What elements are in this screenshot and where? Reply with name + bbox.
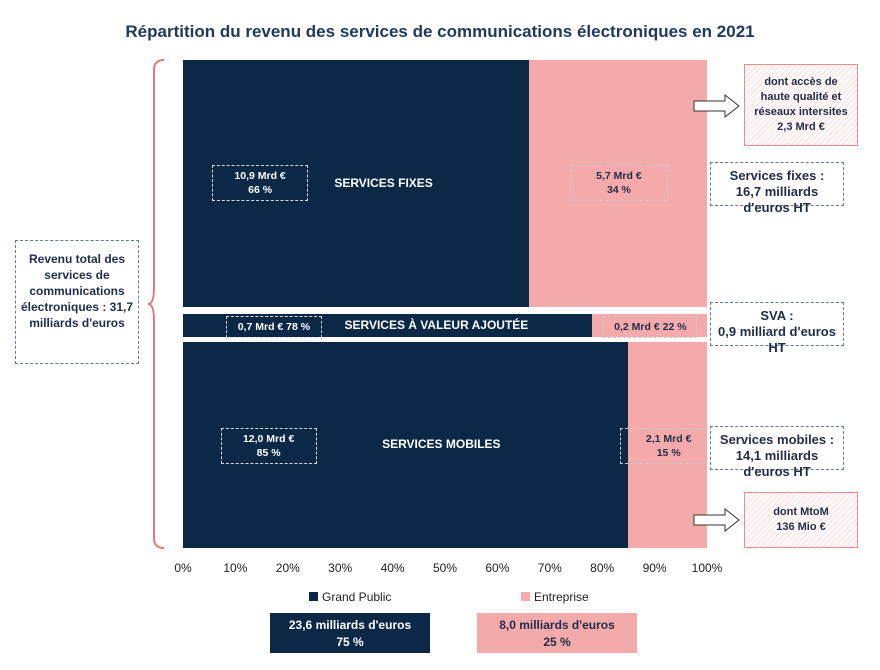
mobiles-total-label: Services mobiles : [719, 432, 835, 447]
fixes-detail-line: dont accès de [764, 76, 838, 88]
x-tick-label: 50% [432, 561, 458, 575]
x-tick-label: 90% [642, 561, 667, 575]
legend-swatch [521, 592, 530, 601]
total-grand-public: 23,6 milliards d'euros 75 % [270, 613, 430, 653]
data-label-line: 10,9 Mrd € [234, 169, 286, 182]
mobiles-total: Services mobiles : 14,1 milliards d'euro… [710, 426, 844, 479]
data-label-line: 85 % [256, 447, 281, 459]
arrow-right-icon [693, 508, 740, 532]
data-label-line: 15 % [656, 447, 681, 459]
x-tick-label: 10% [223, 561, 248, 575]
mobiles-total-value: 14,1 milliards d'euros HT [735, 448, 819, 479]
mobiles-detail-box: dont MtoM 136 Mio € [744, 492, 858, 548]
x-tick-label: 40% [380, 561, 405, 575]
x-tick-label: 60% [485, 561, 510, 575]
sva-total-value: 0,9 milliard d'euros HT [718, 324, 836, 355]
x-tick-label: 30% [328, 561, 353, 575]
category-label: SERVICES MOBILES [382, 437, 501, 451]
legend-label: Grand Public [322, 590, 392, 604]
bar-entreprise [528, 60, 707, 307]
bar-entreprise [591, 314, 707, 337]
data-label: 0,7 Mrd € 78 % [225, 315, 322, 338]
plot-area: 10,9 Mrd €66 % 5,7 Mrd €34 % SERVICES FIXE… [183, 0, 718, 560]
data-label-line: 0,2 Mrd € 22 % [614, 320, 687, 333]
category-label: SERVICES À VALEUR AJOUTÉE [344, 317, 529, 332]
data-label: 2,1 Mrd € 15 % [619, 428, 718, 464]
fixes-total-value: 16,7 milliards d'euros HT [735, 184, 819, 215]
chart-title: Répartition du revenu des services de co… [125, 22, 755, 41]
data-label: 12,0 Mrd € 85 % [220, 428, 317, 464]
x-tick-label: 80% [590, 561, 615, 575]
fixes-detail-line: réseaux intersites [754, 106, 848, 118]
bar-grand-public [183, 314, 592, 337]
data-label-line: 5,7 Mrd € [596, 169, 642, 182]
total-value: 8,0 milliards d'euros [499, 618, 615, 632]
fixes-detail-line: haute qualité et [760, 91, 842, 103]
legend-label: Entreprise [534, 590, 589, 604]
data-label: 10,9 Mrd €66 % [212, 164, 309, 201]
fixes-total: Services fixes : 16,7 milliards d'euros … [710, 162, 844, 215]
total-entreprise: 8,0 milliards d'euros 25 % [477, 613, 637, 653]
x-tick-label: 100% [691, 561, 723, 575]
category-label: SERVICES FIXES [334, 175, 433, 190]
total-value: 23,6 milliards d'euros [288, 618, 412, 632]
fixes-detail-line: 2,3 Mrd € [777, 121, 825, 133]
data-label: 5,7 Mrd €34 % [569, 164, 668, 201]
arrow-right-icon [693, 94, 740, 118]
legend-item-entreprise: Entreprise [521, 590, 589, 604]
bar-grand-public [183, 342, 629, 548]
fixes-detail-box: dont accès de haute qualité et réseaux i… [744, 64, 858, 146]
legend-swatch [309, 592, 318, 601]
mobiles-detail-line: dont MtoM [773, 506, 829, 518]
bar-entreprise [628, 342, 707, 548]
bar-grand-public [183, 60, 529, 307]
legend-item-grand-public: Grand Public [309, 590, 391, 604]
x-tick-label: 70% [537, 561, 562, 575]
x-tick-label: 0% [174, 561, 192, 575]
sva-total: SVA : 0,9 milliard d'euros HT [710, 302, 844, 355]
total-percent: 75 % [336, 635, 364, 649]
fixes-total-label: Services fixes : [729, 168, 825, 183]
total-revenue-label: Revenu total des services de communicati… [15, 240, 139, 364]
brace [148, 59, 165, 549]
data-label-line: 0,7 Mrd € 78 % [237, 320, 311, 333]
mobiles-detail-line: 136 Mio € [776, 521, 826, 533]
data-label-line: 2,1 Mrd € [645, 433, 692, 445]
x-tick-label: 20% [275, 561, 300, 575]
sva-total-label: SVA : [760, 308, 794, 323]
data-label-line: 66 % [248, 183, 273, 196]
total-percent: 25 % [543, 635, 571, 649]
data-label-line: 34 % [606, 183, 631, 196]
data-label-line: 12,0 Mrd € [242, 433, 295, 445]
data-label: 0,2 Mrd € 22 % [603, 315, 698, 338]
